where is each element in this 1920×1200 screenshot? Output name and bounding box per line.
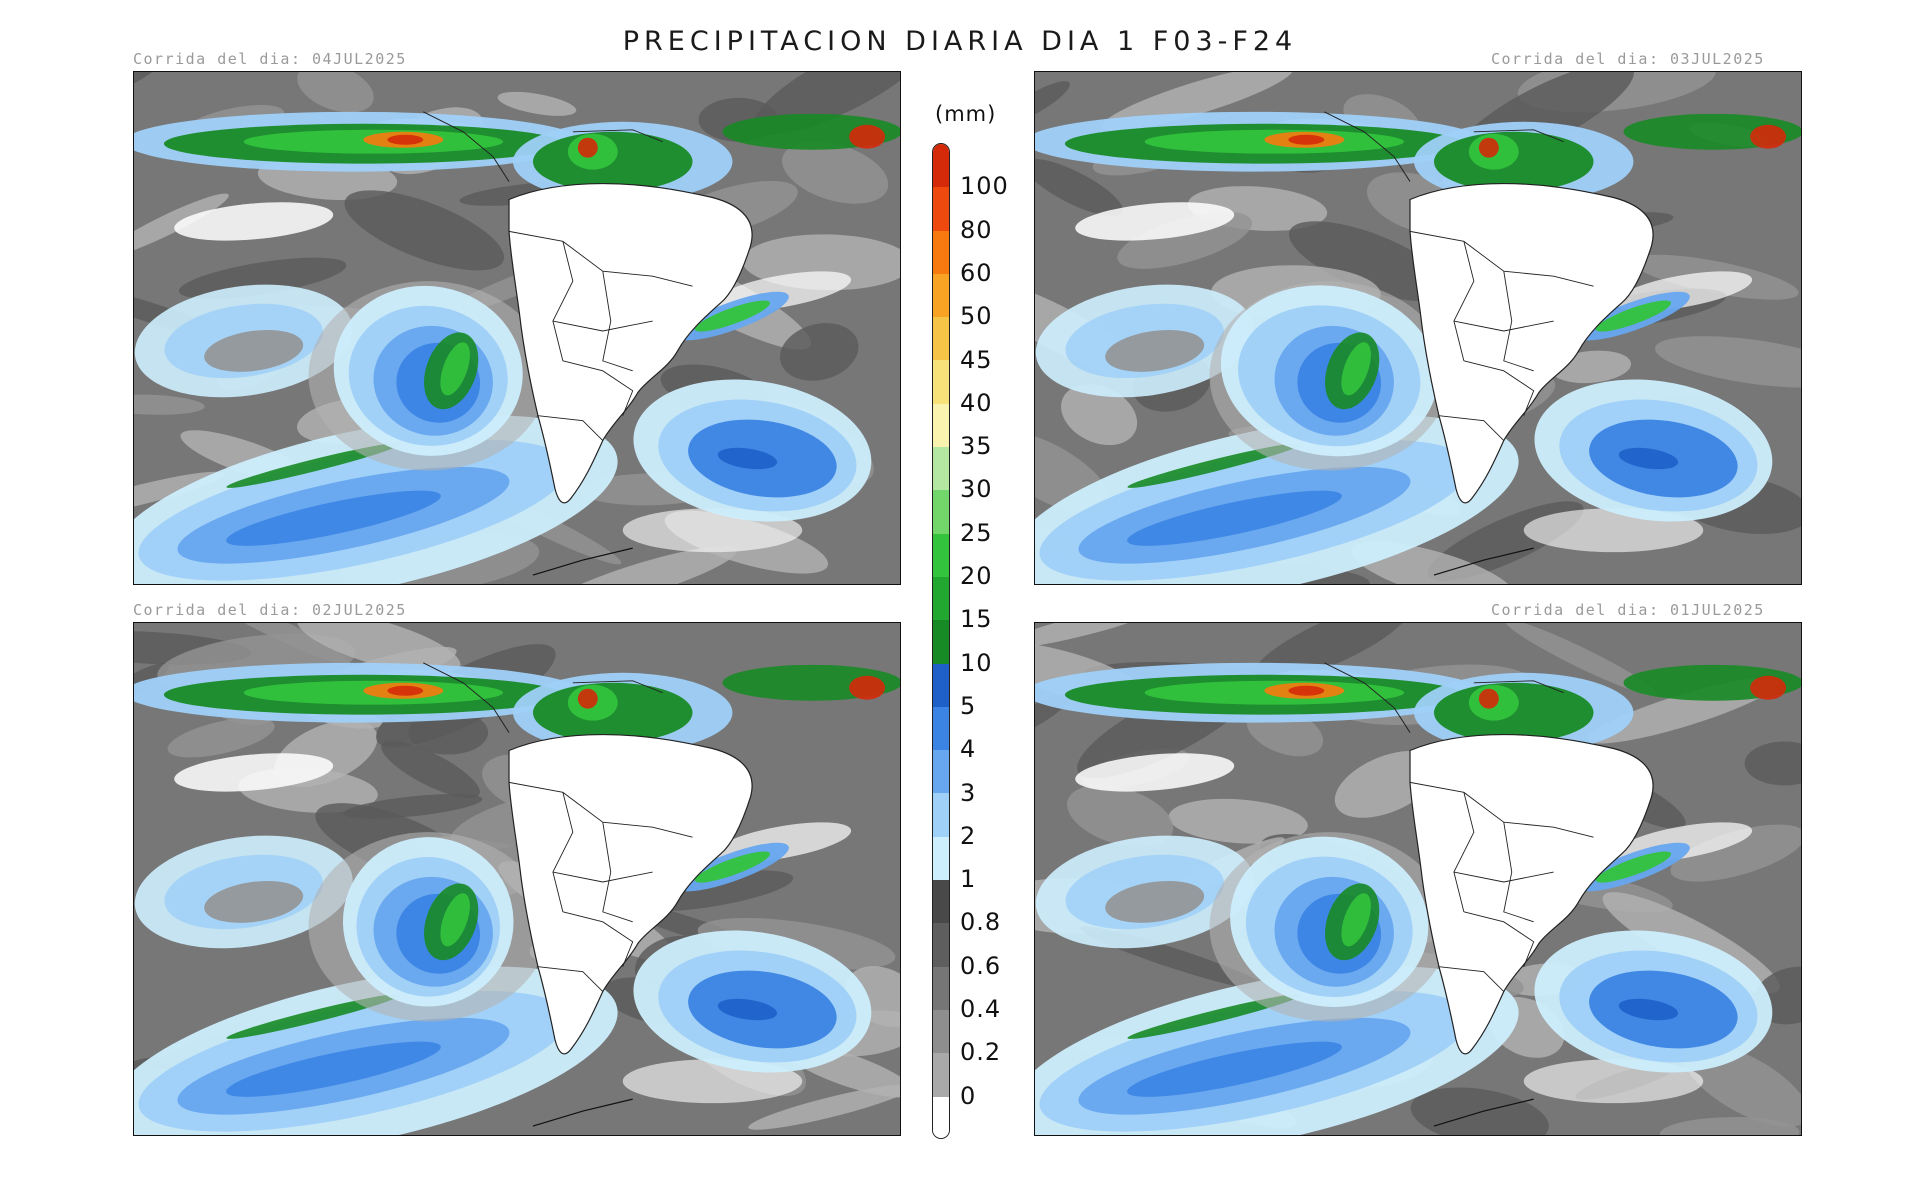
colorbar-segment	[933, 533, 949, 577]
colorbar-segment	[933, 793, 949, 837]
colorbar-tick-label: 0.4	[960, 995, 1002, 1024]
colorbar-segment	[933, 880, 949, 924]
colorbar-tick-label: 0.8	[960, 908, 1002, 937]
colorbar-segment	[933, 663, 949, 707]
colorbar-segment	[933, 923, 949, 967]
colorbar-tick-label: 1	[960, 865, 977, 894]
run-label-panel-2: Corrida del dia: 03JUL2025	[1491, 50, 1765, 68]
colorbar-unit: (mm)	[935, 102, 997, 126]
map-panel-1	[133, 71, 901, 585]
colorbar-tick-label: 0	[960, 1081, 977, 1110]
colorbar-segment	[933, 273, 949, 318]
colorbar-tick-label: 35	[960, 432, 993, 461]
colorbar-tick-label: 80	[960, 215, 993, 244]
map-panel-3	[133, 622, 901, 1136]
precipitation-map	[134, 623, 900, 1135]
colorbar-segment	[933, 1009, 949, 1054]
colorbar-segment	[933, 1053, 949, 1097]
colorbar-segment	[933, 750, 949, 794]
colorbar-tick-label: 5	[960, 691, 977, 720]
colorbar-tick-label: 4	[960, 735, 977, 764]
colorbar-tick-label: 0.6	[960, 951, 1002, 980]
colorbar-tick-label: 20	[960, 562, 993, 591]
colorbar-tick-label: 50	[960, 302, 993, 331]
colorbar-segment	[933, 230, 949, 274]
colorbar-segment	[933, 620, 949, 664]
colorbar-tick-label: 40	[960, 388, 993, 417]
colorbar-tick-label: 30	[960, 475, 993, 504]
colorbar-segment	[933, 317, 949, 361]
map-panel-4	[1034, 622, 1802, 1136]
colorbar-segment	[933, 447, 949, 491]
colorbar-tick-label: 0.2	[960, 1038, 1002, 1067]
colorbar-segment	[933, 966, 949, 1010]
colorbar-segment	[933, 576, 949, 621]
chart-title: PRECIPITACION DIARIA DIA 1 F03-F24	[622, 26, 1298, 57]
colorbar-segment	[933, 1096, 949, 1138]
colorbar-segment	[933, 360, 949, 404]
run-label-panel-1: Corrida del dia: 04JUL2025	[133, 50, 407, 68]
colorbar-tick-label: 10	[960, 648, 993, 677]
colorbar-segment	[933, 144, 949, 188]
colorbar-segment	[933, 836, 949, 881]
run-label-panel-4: Corrida del dia: 01JUL2025	[1491, 601, 1765, 619]
colorbar-tick-label: 15	[960, 605, 993, 634]
map-panel-2	[1034, 71, 1802, 585]
colorbar-tick-label: 2	[960, 821, 977, 850]
colorbar-segment	[933, 706, 949, 751]
colorbar-segment	[933, 187, 949, 231]
run-label-panel-3: Corrida del dia: 02JUL2025	[133, 601, 407, 619]
colorbar-tick-label: 60	[960, 258, 993, 287]
colorbar-segment	[933, 490, 949, 534]
colorbar-tick-label: 45	[960, 345, 993, 374]
precipitation-map	[1035, 72, 1801, 584]
colorbar-tick-label: 100	[960, 172, 1009, 201]
precipitation-map	[1035, 623, 1801, 1135]
precipitation-map	[134, 72, 900, 584]
colorbar	[932, 143, 950, 1139]
colorbar-tick-label: 25	[960, 518, 993, 547]
colorbar-segment	[933, 403, 949, 448]
colorbar-tick-label: 3	[960, 778, 977, 807]
